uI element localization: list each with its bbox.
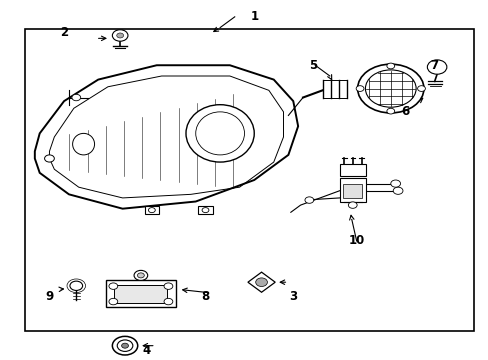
Circle shape [202, 208, 208, 213]
FancyBboxPatch shape [105, 280, 176, 307]
Text: 2: 2 [60, 27, 68, 40]
Circle shape [357, 64, 423, 113]
Text: 9: 9 [45, 290, 54, 303]
FancyBboxPatch shape [114, 285, 167, 303]
Circle shape [390, 180, 400, 187]
Circle shape [109, 298, 118, 305]
Text: 8: 8 [201, 290, 209, 303]
Circle shape [305, 197, 313, 203]
Circle shape [112, 30, 128, 41]
Circle shape [72, 94, 81, 101]
FancyBboxPatch shape [343, 184, 361, 198]
Circle shape [163, 283, 172, 289]
Text: 1: 1 [250, 10, 258, 23]
Ellipse shape [73, 134, 94, 155]
FancyBboxPatch shape [198, 206, 212, 214]
Circle shape [386, 108, 394, 114]
Circle shape [134, 270, 147, 280]
Circle shape [122, 343, 128, 348]
Circle shape [148, 208, 155, 213]
Text: 6: 6 [401, 105, 408, 118]
Text: 7: 7 [430, 59, 438, 72]
Circle shape [117, 340, 133, 351]
FancyBboxPatch shape [339, 164, 366, 176]
Circle shape [392, 187, 402, 194]
Circle shape [427, 60, 446, 74]
Circle shape [117, 33, 123, 38]
Circle shape [386, 63, 394, 69]
Text: 3: 3 [288, 290, 297, 303]
Text: 10: 10 [348, 234, 364, 247]
Polygon shape [35, 65, 298, 209]
Circle shape [44, 155, 54, 162]
Circle shape [347, 202, 356, 208]
Circle shape [70, 281, 82, 291]
FancyBboxPatch shape [339, 178, 366, 202]
Circle shape [109, 283, 118, 289]
Circle shape [417, 86, 425, 91]
Circle shape [112, 336, 138, 355]
Ellipse shape [185, 105, 254, 162]
Polygon shape [247, 272, 275, 292]
Circle shape [355, 86, 363, 91]
FancyBboxPatch shape [144, 206, 159, 214]
Text: 4: 4 [142, 344, 151, 357]
Circle shape [137, 273, 144, 278]
Circle shape [255, 278, 267, 287]
Circle shape [163, 298, 172, 305]
Circle shape [365, 70, 415, 107]
Text: 5: 5 [308, 59, 316, 72]
